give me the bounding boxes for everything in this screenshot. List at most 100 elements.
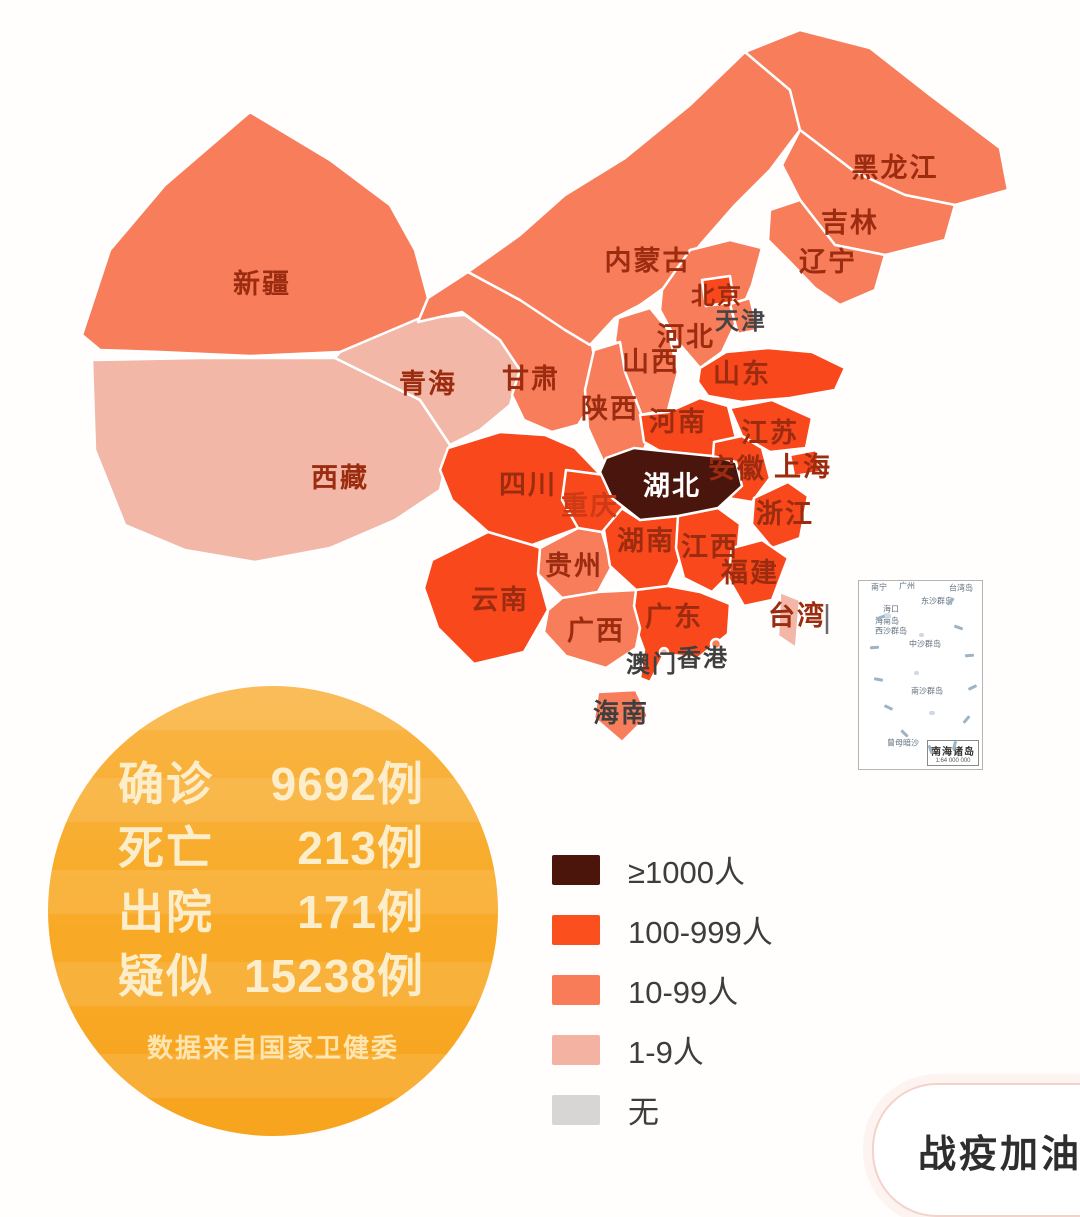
legend-item-none: 无: [552, 1094, 773, 1130]
province-label-heilongjiang: 黑龙江: [852, 153, 939, 183]
province-label-xizang: 西藏: [311, 463, 369, 493]
legend-item-gte1000: ≥1000人: [552, 854, 773, 890]
province-label-qinghai: 青海: [399, 369, 457, 399]
map-legend: ≥1000人 100-999人 10-99人 1-9人 无: [552, 854, 773, 1130]
province-label-fujian: 福建: [720, 558, 779, 588]
province-label-guangxi: 广西: [567, 616, 625, 646]
province-label-beijing: 北京: [691, 282, 743, 310]
province-xinjiang: [80, 110, 430, 358]
legend-swatch-none: [552, 1094, 600, 1125]
inset-label-haikou: 海口: [883, 604, 899, 614]
province-label-liaoning: 辽宁: [799, 246, 857, 277]
province-label-jiangxi: 江西: [681, 532, 739, 562]
stat-confirmed-value: 9692例: [270, 758, 424, 810]
province-macau: [658, 646, 670, 658]
inset-label-taiwandao: 台湾岛: [949, 583, 973, 593]
legend-swatch-gte1000: [552, 854, 600, 885]
nine-dash-segment: [883, 704, 894, 711]
province-label-shandong: 山东: [713, 358, 771, 389]
data-source-note: 数据来自国家卫健委: [146, 1033, 399, 1063]
province-label-guangdong: 广东: [645, 601, 703, 632]
province-label-hongkong: 香港: [677, 645, 729, 672]
legend-item-1-9: 1-9人: [552, 1034, 773, 1070]
inset-islet: [929, 711, 935, 715]
province-label-shanxi: 山西: [622, 347, 680, 377]
province-label-gansu: 甘肃: [502, 364, 560, 394]
inset-label-dongsha: 东沙群岛: [921, 596, 953, 606]
province-label-hunan: 湖南: [617, 526, 675, 556]
inset-label-zhongsha: 中沙群岛: [909, 639, 941, 649]
inset-label-nansha: 南沙群岛: [911, 686, 943, 696]
province-label-sichuan: 四川: [499, 470, 557, 500]
nine-dash-segment: [962, 715, 971, 724]
inset-title: 南海诸岛: [931, 747, 975, 758]
legend-label-100-999: 100-999人: [628, 915, 773, 950]
legend-item-10-99: 10-99人: [552, 974, 773, 1010]
legend-label-10-99: 10-99人: [628, 975, 739, 1010]
inset-label-xisha: 西沙群岛: [875, 626, 907, 636]
inset-islet: [914, 671, 919, 675]
stat-confirmed-label: 确诊: [118, 758, 214, 810]
province-label-taiwan: 台湾: [768, 600, 826, 631]
province-label-anhui: 安徽: [708, 454, 766, 484]
province-label-tianjin: 天津: [715, 308, 767, 335]
inset-label-zengmu: 曾母暗沙: [887, 738, 919, 748]
legend-label-gte1000: ≥1000人: [628, 855, 745, 890]
nine-dash-segment: [900, 729, 909, 738]
province-label-hebei: 河北: [657, 322, 715, 352]
slogan-label: 战疫加油: [918, 1133, 1080, 1176]
province-label-xinjiang: 新疆: [233, 268, 291, 299]
province-guangxi: [542, 588, 642, 670]
stats-bubble: 确诊 9692例 死亡 213例 出院 171例 疑似 15238例 数据来自国…: [48, 686, 498, 1136]
inset-label-nanning: 南宁: [871, 582, 887, 592]
province-label-jiangsu: 江苏: [741, 418, 799, 448]
province-jiangxi: [674, 506, 742, 594]
legend-swatch-10-99: [552, 974, 600, 1005]
inset-label-guangzhou: 广州: [899, 581, 915, 591]
province-shanghai: [788, 448, 822, 478]
province-label-neimenggu: 内蒙古: [605, 246, 692, 276]
province-label-zhejiang: 浙江: [756, 499, 814, 529]
province-neimenggu: [466, 50, 802, 347]
stat-discharged-label: 出院: [118, 886, 214, 938]
province-label-guizhou: 贵州: [545, 551, 603, 581]
stat-suspected: 疑似 15238例: [118, 940, 424, 1004]
province-shandong: [696, 346, 847, 404]
nine-dash-segment: [873, 677, 884, 682]
inset-label-hainandao: 海南岛: [875, 616, 899, 626]
province-label-henan: 河南: [649, 407, 707, 437]
stat-suspected-label: 疑似: [118, 950, 214, 1002]
stat-suspected-value: 15238例: [244, 950, 424, 1002]
stat-deaths-label: 死亡: [118, 822, 214, 874]
stat-confirmed: 确诊 9692例: [118, 748, 424, 812]
province-label-shaanxi: 陕西: [581, 394, 639, 424]
province-jilin: [780, 128, 957, 257]
legend-item-100-999: 100-999人: [552, 914, 773, 950]
province-liaoning: [766, 198, 887, 307]
province-label-macau: 澳门: [626, 650, 678, 678]
province-hubei: [598, 446, 744, 522]
province-fujian: [726, 538, 790, 608]
province-taiwan: [776, 590, 802, 650]
province-label-hainan: 海南: [593, 698, 649, 728]
province-tianjin: [728, 296, 760, 336]
province-label-shanghai: 上海: [774, 452, 832, 482]
nine-dash-segment: [869, 645, 880, 650]
province-zhejiang: [750, 480, 810, 550]
inset-islet: [919, 633, 924, 637]
stat-discharged-value: 171例: [297, 886, 424, 938]
nine-dash-segment: [953, 624, 964, 631]
legend-swatch-1-9: [552, 1034, 600, 1065]
province-label-chongqing: 重庆: [561, 490, 619, 521]
province-heilongjiang: [743, 28, 1010, 207]
south-china-sea-inset: 南宁 广州 台湾岛 海口 海南岛 东沙群岛 西沙群岛 中沙群岛 南沙群岛 曾母暗…: [858, 580, 983, 770]
province-hongkong: [709, 637, 723, 651]
nine-dash-segment: [964, 653, 975, 658]
stats-table: 确诊 9692例 死亡 213例 出院 171例 疑似 15238例: [118, 748, 424, 1004]
province-label-yunnan: 云南: [471, 585, 529, 615]
stat-discharged: 出院 171例: [118, 876, 424, 940]
legend-label-none: 无: [628, 1095, 659, 1130]
nine-dash-segment: [967, 684, 978, 691]
